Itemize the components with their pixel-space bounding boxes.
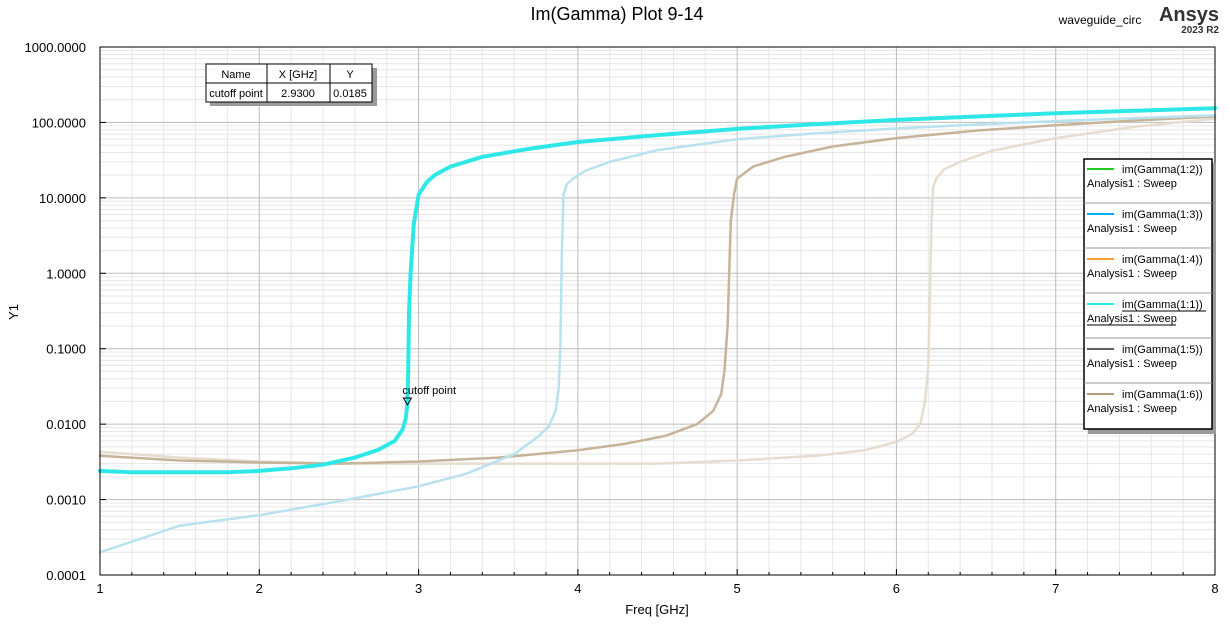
series-line — [98, 114, 1217, 554]
legend-series-subtitle: Analysis1 : Sweep — [1087, 358, 1177, 370]
series-line — [98, 117, 1217, 465]
x-tick-label: 2 — [256, 581, 263, 596]
legend-series-subtitle: Analysis1 : Sweep — [1087, 178, 1177, 190]
ticks: 1 2 3 4 5 6 7 8 0.0001 0.0010 0.0100 0.1000 1.0000 10… — [25, 40, 1219, 596]
marker-label: cutoff point — [402, 385, 456, 397]
brand-version: 2023 R2 — [1181, 25, 1219, 36]
x-tick-label: 5 — [734, 581, 741, 596]
brand-logo: Ansys — [1159, 4, 1219, 26]
y-tick-label: 0.0001 — [46, 568, 86, 583]
marker-table-header: X [GHz] — [279, 69, 318, 81]
x-tick-label: 6 — [893, 581, 900, 596]
grid — [100, 47, 1215, 575]
legend-series-name: im(Gamma(1:2)) — [1122, 164, 1203, 176]
legend-series-subtitle: Analysis1 : Sweep — [1087, 403, 1177, 415]
series-layer — [98, 106, 1217, 554]
legend-series-subtitle: Analysis1 : Sweep — [1087, 223, 1177, 235]
marker-triangle-icon — [402, 397, 413, 406]
legend-series-name: im(Gamma(1:6)) — [1122, 389, 1203, 401]
marker-table[interactable]: Name X [GHz] Y cutoff point 2.9300 0.018… — [205, 63, 377, 106]
x-tick-label: 7 — [1052, 581, 1059, 596]
y-tick-label: 0.0100 — [46, 417, 86, 432]
x-tick-label: 3 — [415, 581, 422, 596]
marker-table-cell: 0.0185 — [333, 88, 367, 100]
y-tick-label: 0.0010 — [46, 493, 86, 508]
y-tick-label: 1.0000 — [46, 266, 86, 281]
legend[interactable]: im(Gamma(1:2)) Analysis1 : Sweep im(Gamma(… — [1083, 158, 1216, 434]
x-tick-label: 4 — [574, 581, 581, 596]
marker-table-cell: 2.9300 — [281, 88, 315, 100]
y-tick-label: 100.0000 — [32, 115, 86, 130]
y-axis-label: Y1 — [6, 304, 21, 320]
legend-series-subtitle: Analysis1 : Sweep — [1087, 313, 1177, 325]
legend-box — [1083, 158, 1213, 430]
project-name: waveguide_circ — [1058, 13, 1142, 27]
x-tick-label: 1 — [96, 581, 103, 596]
legend-series-name: im(Gamma(1:4)) — [1122, 254, 1203, 266]
legend-series-name: im(Gamma(1:1)) — [1122, 299, 1203, 311]
legend-series-subtitle: Analysis1 : Sweep — [1087, 268, 1177, 280]
x-tick-label: 8 — [1211, 581, 1218, 596]
marker-table-header: Y — [346, 69, 354, 81]
legend-series-name: im(Gamma(1:3)) — [1122, 209, 1203, 221]
legend-items: im(Gamma(1:2)) Analysis1 : Sweep im(Gamma(… — [1084, 164, 1212, 415]
series-line — [98, 115, 1217, 465]
series-line — [98, 106, 1217, 475]
legend-series-name: im(Gamma(1:5)) — [1122, 344, 1203, 356]
y-tick-label: 10.0000 — [39, 191, 86, 206]
marker-layer: cutoff point — [402, 385, 456, 406]
chart-title: Im(Gamma) Plot 9-14 — [530, 4, 703, 24]
x-axis-label: Freq [GHz] — [625, 602, 689, 617]
y-tick-label: 1000.0000 — [25, 40, 86, 55]
marker-table-header: Name — [221, 69, 250, 81]
marker-table-cell: cutoff point — [209, 88, 263, 100]
y-tick-label: 0.1000 — [46, 342, 86, 357]
